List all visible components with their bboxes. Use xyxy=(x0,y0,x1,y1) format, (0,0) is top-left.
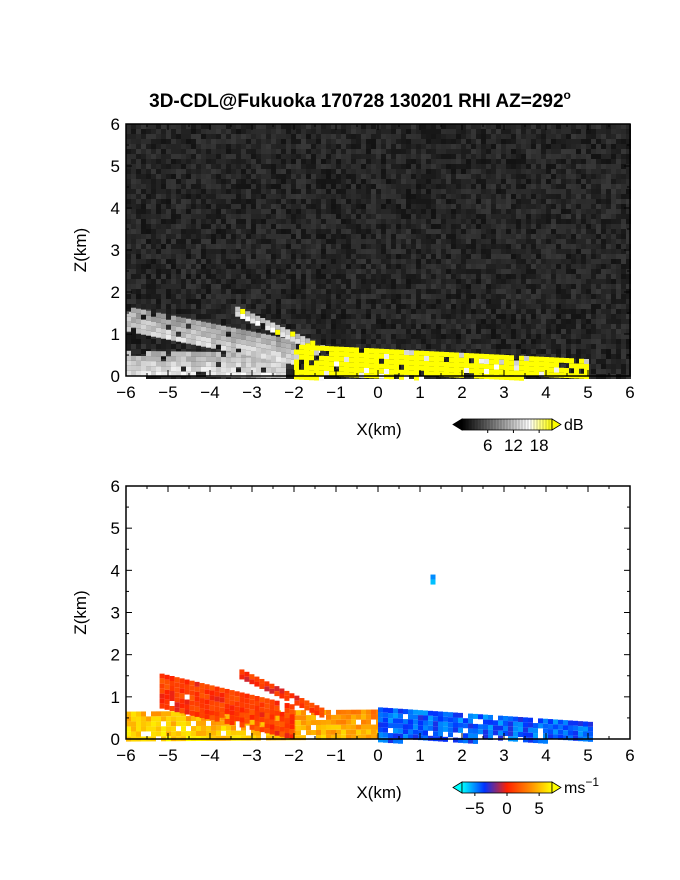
x-tick-label: 4 xyxy=(541,746,550,765)
y-tick-label: 4 xyxy=(111,199,120,218)
y-tick-label: 1 xyxy=(111,688,120,707)
y-tick-label: 3 xyxy=(111,241,120,260)
x-tick-label: 3 xyxy=(499,383,508,402)
x-tick-label: 0 xyxy=(373,746,382,765)
colorbar-tick-label: 12 xyxy=(504,436,523,455)
y-axis-label: Z(km) xyxy=(71,590,90,634)
colorbar-tick-label: 0 xyxy=(502,799,511,818)
colorbar-max-arrow xyxy=(552,782,561,793)
x-tick-label: −2 xyxy=(284,383,303,402)
colorbar-tick-label: 18 xyxy=(530,436,549,455)
colorbar: 6 12 18 dB xyxy=(453,417,584,455)
x-tick-label: −5 xyxy=(158,383,177,402)
chart-title: 3D-CDL@Fukuoka 170728 130201 RHI AZ=292o xyxy=(149,88,571,112)
x-tick-label: −3 xyxy=(242,746,261,765)
colorbar-tick-label: 5 xyxy=(534,799,543,818)
region-isolated-echo xyxy=(431,575,436,585)
x-tick-label: 4 xyxy=(541,383,550,402)
colorbar-min-arrow xyxy=(453,782,462,793)
x-tick-label: 3 xyxy=(499,746,508,765)
x-tick-label: −1 xyxy=(326,746,345,765)
y-tick-label: 6 xyxy=(111,115,120,134)
x-tick-label: −3 xyxy=(242,383,261,402)
x-tick-label: −5 xyxy=(158,746,177,765)
y-tick-label: 0 xyxy=(111,367,120,386)
x-tick-label: 2 xyxy=(457,383,466,402)
y-tick-label: 0 xyxy=(111,730,120,749)
colorbar-max-arrow xyxy=(552,419,561,430)
colorbar-tick-label: 6 xyxy=(483,436,492,455)
x-tick-label: 1 xyxy=(415,746,424,765)
x-tick-label: 6 xyxy=(625,746,634,765)
x-tick-label: −4 xyxy=(200,383,219,402)
colorbar-bar xyxy=(462,782,552,793)
y-tick-label: 2 xyxy=(111,283,120,302)
x-tick-label: 5 xyxy=(583,383,592,402)
y-tick-label: 4 xyxy=(111,561,120,580)
y-tick-label: 1 xyxy=(111,325,120,344)
y-tick-label: 3 xyxy=(111,604,120,623)
x-axis-label: X(km) xyxy=(356,420,401,439)
x-tick-label: 0 xyxy=(373,383,382,402)
x-axis-label: X(km) xyxy=(356,783,401,802)
x-tick-label: 5 xyxy=(583,746,592,765)
x-tick-label: 2 xyxy=(457,746,466,765)
x-tick-label: −4 xyxy=(200,746,219,765)
x-tick-label: 1 xyxy=(415,383,424,402)
y-tick-label: 2 xyxy=(111,646,120,665)
x-tick-label: −2 xyxy=(284,746,303,765)
x-tick-label: −1 xyxy=(326,383,345,402)
colorbar: −5 0 5 ms−1 xyxy=(453,775,599,818)
colorbar-min-arrow xyxy=(453,419,462,430)
x-tick-label: 6 xyxy=(625,383,634,402)
y-tick-label: 5 xyxy=(111,519,120,538)
colorbar-unit: ms−1 xyxy=(564,775,599,797)
y-tick-label: 6 xyxy=(111,477,120,496)
colorbar-tick-label: −5 xyxy=(465,799,484,818)
y-tick-label: 5 xyxy=(111,157,120,176)
data-field xyxy=(126,124,631,381)
colorbar-unit: dB xyxy=(564,417,584,434)
y-axis-label: Z(km) xyxy=(71,228,90,272)
